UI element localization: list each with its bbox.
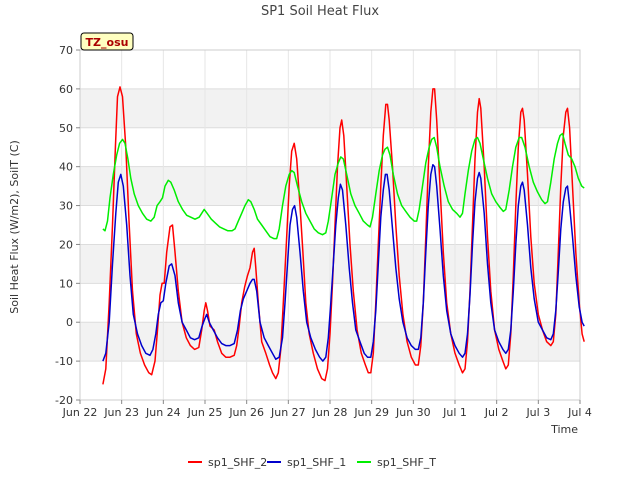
y-tick-label: 0 <box>66 316 73 329</box>
y-tick-label: 50 <box>59 122 73 135</box>
station-badge: TZ_osu <box>80 32 134 51</box>
y-axis-label: Soil Heat Flux (W/m2), SoilT (C) <box>8 140 21 313</box>
x-tick-label: Jun 26 <box>228 406 264 419</box>
y-tick-label: 10 <box>59 277 73 290</box>
y-tick-label: -10 <box>55 355 73 368</box>
y-tick-label: 70 <box>59 44 73 57</box>
series-line-sp1_SHF_1 <box>102 163 585 362</box>
series-line-sp1_SHF_T <box>102 132 585 240</box>
x-axis-ticks: Jun 22 Jun 23 Jun 24 Jun 25 Jun 26 Jun 27 Jun … <box>62 400 592 419</box>
x-tick-label: Jul 2 <box>484 406 509 419</box>
y-tick-label: 40 <box>59 161 73 174</box>
station-badge-box <box>80 32 134 51</box>
x-tick-label: Jun 22 <box>62 406 98 419</box>
x-tick-label: Jun 23 <box>103 406 139 419</box>
x-tick-label: Jul 3 <box>525 406 550 419</box>
x-tick-label: Jun 24 <box>145 406 181 419</box>
station-badge-text: TZ_osu <box>86 36 129 49</box>
x-tick-label: Jun 29 <box>353 406 389 419</box>
x-axis-label: Time <box>550 423 578 436</box>
y-tick-label: 60 <box>59 83 73 96</box>
legend-label-sp1_SHF_2: sp1_SHF_2 <box>208 456 267 469</box>
x-tick-label: Jul 1 <box>442 406 467 419</box>
y-tick-label: 20 <box>59 238 73 251</box>
x-tick-label: Jun 28 <box>312 406 348 419</box>
chart-title: SP1 Soil Heat Flux <box>261 4 379 19</box>
legend: sp1_SHF_2 sp1_SHF_1 sp1_SHF_T <box>188 456 436 469</box>
legend-label-sp1_SHF_1: sp1_SHF_1 <box>287 456 346 469</box>
series-lines <box>102 86 585 385</box>
x-tick-label: Jun 30 <box>395 406 431 419</box>
legend-label-sp1_SHF_T: sp1_SHF_T <box>377 456 436 469</box>
y-axis-ticks: -20 -10 0 10 20 30 40 50 60 70 <box>55 44 80 407</box>
y-tick-label: 30 <box>59 200 73 213</box>
x-tick-label: Jun 27 <box>270 406 306 419</box>
y-tick-label: -20 <box>55 394 73 407</box>
x-tick-label: Jul 4 <box>567 406 592 419</box>
series-line-sp1_SHF_2 <box>102 86 585 385</box>
x-tick-label: Jun 25 <box>187 406 223 419</box>
